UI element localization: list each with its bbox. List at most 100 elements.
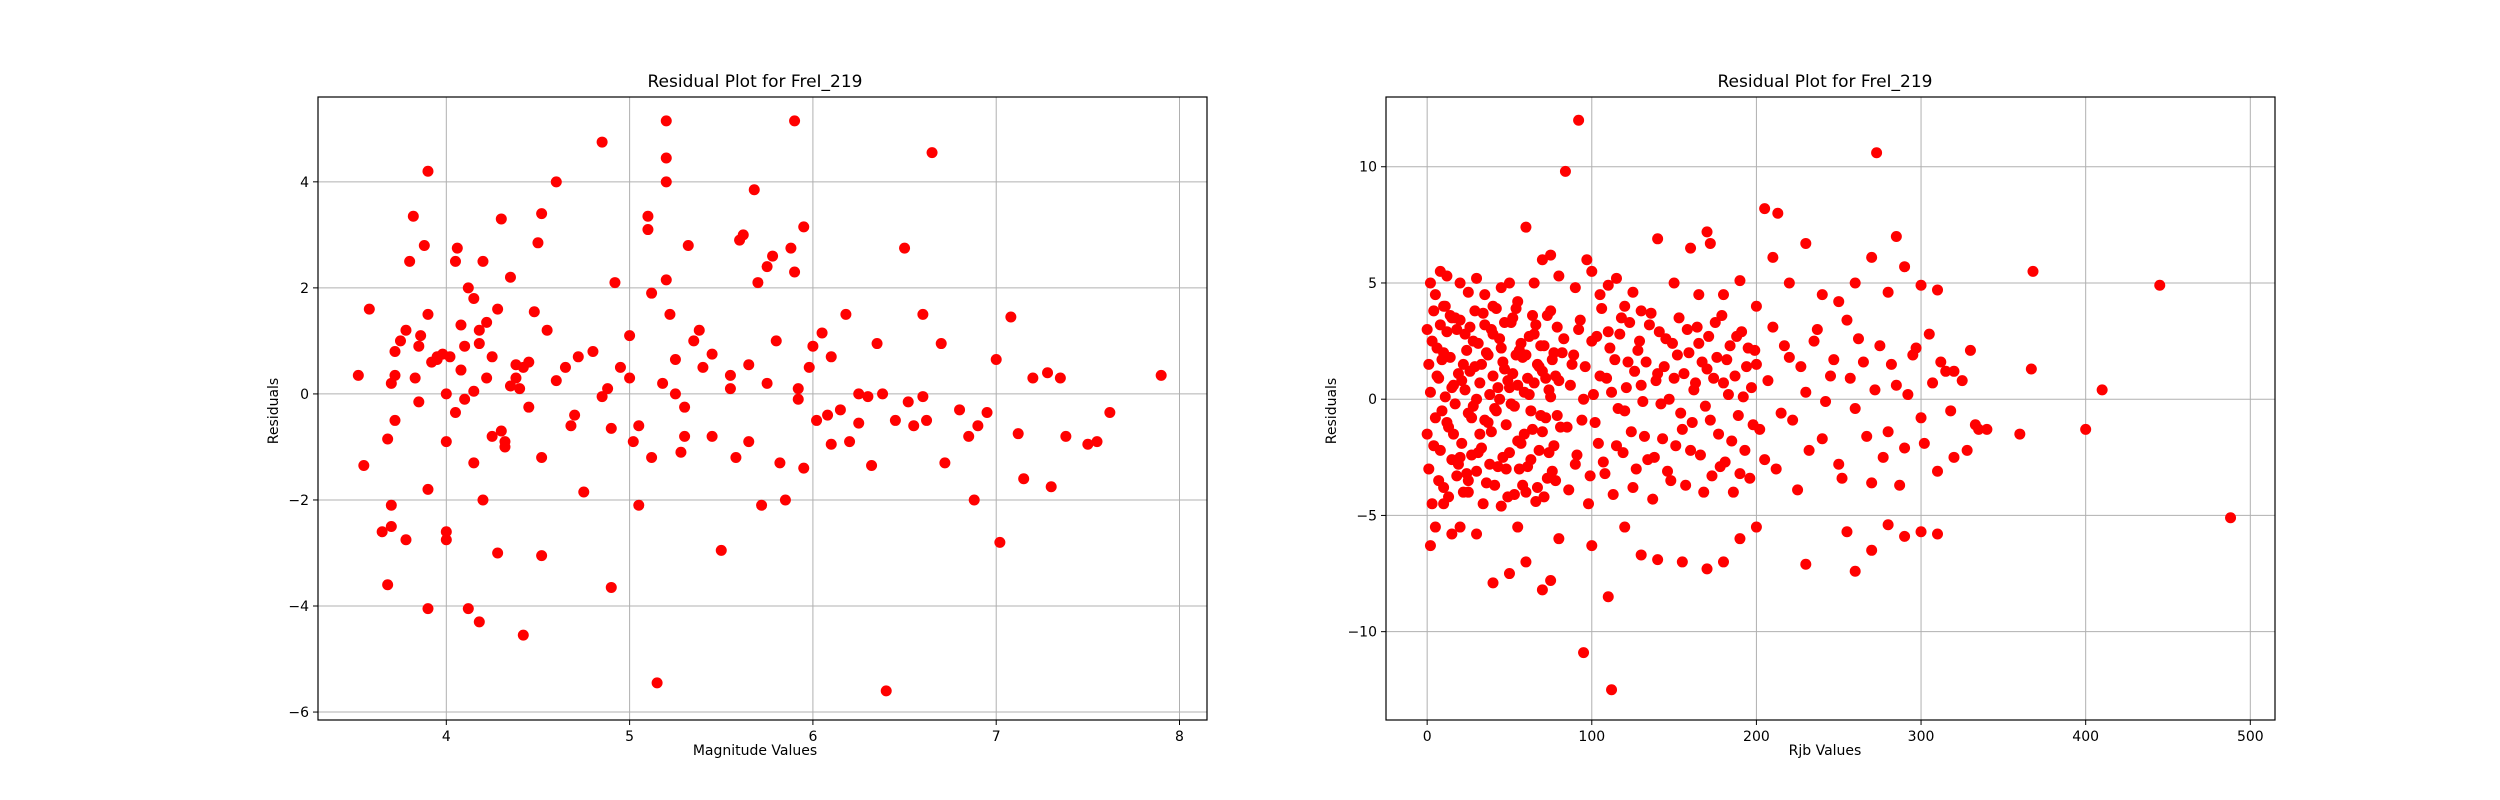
data-point (1783, 351, 1795, 363)
data-point (657, 377, 669, 389)
data-point (972, 420, 984, 432)
data-point (1932, 465, 1944, 477)
data-point (1459, 384, 1471, 396)
data-point (1424, 540, 1436, 552)
data-point (1042, 367, 1054, 379)
data-point (1816, 289, 1828, 301)
data-point (853, 388, 865, 400)
data-point (1574, 314, 1586, 326)
data-point (1800, 386, 1812, 398)
data-point (682, 239, 694, 251)
rjb-residual-plot: Residual Plot for FreI_219 Rjb Values Re… (1324, 72, 2276, 759)
data-point (774, 457, 786, 469)
data-point (1759, 203, 1771, 215)
data-point (1767, 321, 1779, 333)
data-point (1456, 437, 1468, 449)
data-point (1573, 323, 1585, 335)
data-point (1451, 323, 1463, 335)
data-point (1461, 468, 1473, 480)
data-point (1533, 361, 1545, 373)
data-point (1866, 477, 1878, 489)
data-point (1671, 349, 1683, 361)
data-point (1609, 354, 1621, 366)
data-point (536, 550, 548, 562)
data-point (807, 340, 819, 352)
y-tick-label: −6 (288, 705, 309, 721)
data-point (1948, 365, 1960, 377)
data-point (834, 404, 846, 416)
data-point (614, 361, 626, 373)
data-point (468, 292, 480, 304)
data-point (1816, 433, 1828, 445)
data-point (440, 436, 452, 448)
data-point (756, 499, 768, 511)
data-point (1589, 416, 1601, 428)
data-point (1686, 416, 1698, 428)
data-point (1690, 377, 1702, 389)
y-axis-label: Residuals (266, 378, 282, 444)
data-point (1647, 493, 1659, 505)
data-point (1466, 449, 1478, 461)
data-point (767, 250, 779, 262)
data-point (1479, 289, 1491, 301)
grid-lines (1386, 97, 2275, 720)
data-point (1528, 277, 1540, 289)
data-point (1474, 428, 1486, 440)
data-point (1515, 437, 1527, 449)
data-point (1694, 449, 1706, 461)
data-point (376, 526, 388, 538)
data-point (1629, 365, 1641, 377)
data-point (1734, 275, 1746, 287)
data-point (1556, 347, 1568, 359)
data-point (1467, 400, 1479, 412)
data-point (1915, 279, 1927, 291)
data-point (1471, 272, 1483, 284)
data-point (1811, 323, 1823, 335)
data-point (1602, 591, 1614, 603)
data-point (1490, 303, 1502, 315)
data-point (669, 353, 681, 365)
data-point (1545, 249, 1557, 261)
data-point (431, 353, 443, 365)
data-point (1668, 277, 1680, 289)
data-point (1499, 316, 1511, 328)
data-point (1452, 368, 1464, 380)
data-point (596, 391, 608, 403)
data-point (1424, 386, 1436, 398)
data-point (1910, 342, 1922, 354)
data-point (2154, 279, 2166, 291)
data-point (1619, 521, 1631, 533)
data-point (1833, 296, 1845, 308)
data-point (1487, 328, 1499, 340)
data-point (473, 324, 485, 336)
data-point (1546, 465, 1558, 477)
data-point (688, 335, 700, 347)
x-tick-label: 7 (992, 729, 1001, 745)
data-point (1469, 361, 1481, 373)
data-point (1750, 521, 1762, 533)
data-point (1500, 419, 1512, 431)
data-point (1787, 414, 1799, 426)
data-point (1520, 349, 1532, 361)
data-point (968, 494, 980, 506)
data-point (743, 359, 755, 371)
data-point (418, 239, 430, 251)
data-point (1457, 358, 1469, 370)
data-point (1658, 361, 1670, 373)
data-point (1578, 647, 1590, 659)
data-point (1428, 305, 1440, 317)
data-point (1584, 470, 1596, 482)
data-point (569, 409, 581, 421)
data-point (1421, 428, 1433, 440)
data-point (385, 499, 397, 511)
data-point (939, 457, 951, 469)
data-point (1429, 412, 1441, 424)
data-point (811, 414, 823, 426)
data-point (409, 372, 421, 384)
data-point (1569, 282, 1581, 294)
data-point (1457, 486, 1469, 498)
data-point (1451, 470, 1463, 482)
data-point (715, 544, 727, 556)
data-points (352, 115, 1167, 697)
